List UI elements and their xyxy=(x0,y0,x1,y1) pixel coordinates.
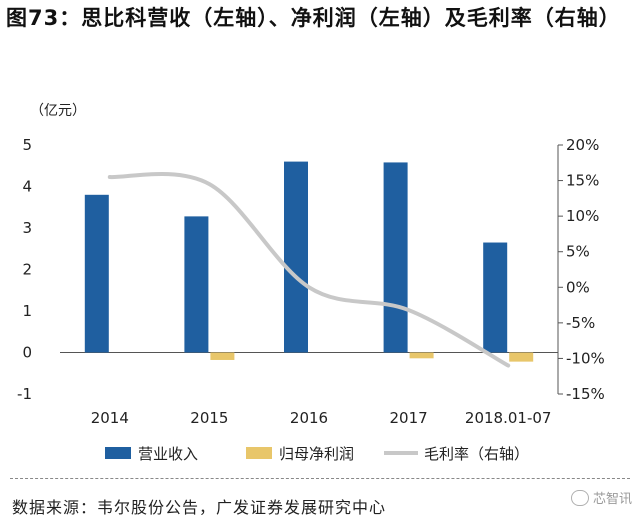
combo-chart: （亿元） 5 4 3 2 1 0 -1 20% 15% 10% 5% 0% -5% -10% -15% 2… xyxy=(17,103,605,463)
source-note: 数据来源：韦尔股份公告，广发证券发展研究中心 xyxy=(12,498,387,517)
net-profit-bar xyxy=(210,352,235,360)
revenue-bar xyxy=(184,216,209,353)
right-tick-label: 10% xyxy=(566,207,599,225)
x-axis-labels: 2014 2015 2016 2017 2018.01-07 xyxy=(91,409,552,427)
x-tick-label: 2015 xyxy=(190,409,228,427)
net-profit-bar xyxy=(509,352,534,362)
right-axis: 20% 15% 10% 5% 0% -5% -10% -15% xyxy=(558,136,605,403)
left-tick-label: 4 xyxy=(22,178,32,196)
left-tick-label: 0 xyxy=(22,344,32,362)
left-tick-label: 3 xyxy=(22,219,32,237)
x-tick-label: 2014 xyxy=(91,409,129,427)
revenue-bar xyxy=(383,162,408,353)
chart-title: 图73：思比科营收（左轴）、净利润（左轴）及毛利率（右轴） xyxy=(6,6,621,30)
left-tick-label: 5 xyxy=(22,136,32,154)
unit-label: （亿元） xyxy=(30,103,86,119)
watermark: 芯智讯 xyxy=(570,488,632,507)
right-tick-label: 20% xyxy=(566,136,599,154)
revenue-bar xyxy=(483,242,508,353)
watermark-text: 芯智讯 xyxy=(592,492,632,507)
source-divider xyxy=(10,478,630,479)
left-tick-label: 2 xyxy=(22,261,32,279)
right-tick-label: 0% xyxy=(566,278,590,296)
right-tick-label: -5% xyxy=(566,314,595,332)
legend-label: 归母净利润 xyxy=(279,445,354,463)
right-tick-label: 15% xyxy=(566,172,599,190)
x-tick-label: 2016 xyxy=(290,409,328,427)
left-tick-label: 1 xyxy=(22,302,32,320)
bars-layer xyxy=(84,161,534,362)
legend-swatch xyxy=(105,447,131,459)
net-profit-bar xyxy=(409,352,434,359)
right-tick-label: -10% xyxy=(566,349,605,367)
right-tick-label: -15% xyxy=(566,385,605,403)
right-tick-label: 5% xyxy=(566,243,590,261)
legend: 营业收入 归母净利润 毛利率（右轴） xyxy=(105,445,529,463)
left-axis: 5 4 3 2 1 0 -1 xyxy=(17,136,32,403)
x-tick-label: 2017 xyxy=(390,409,428,427)
legend-label: 营业收入 xyxy=(138,445,198,463)
revenue-bar xyxy=(284,161,308,353)
gross-margin-line xyxy=(107,171,511,368)
wechat-logo-icon xyxy=(570,489,589,506)
left-tick-label: -1 xyxy=(17,385,32,403)
x-tick-label: 2018.01-07 xyxy=(465,409,552,427)
gross-margin-layer xyxy=(107,171,511,368)
legend-label: 毛利率（右轴） xyxy=(424,445,529,463)
revenue-bar xyxy=(84,194,109,353)
legend-swatch xyxy=(246,447,272,459)
